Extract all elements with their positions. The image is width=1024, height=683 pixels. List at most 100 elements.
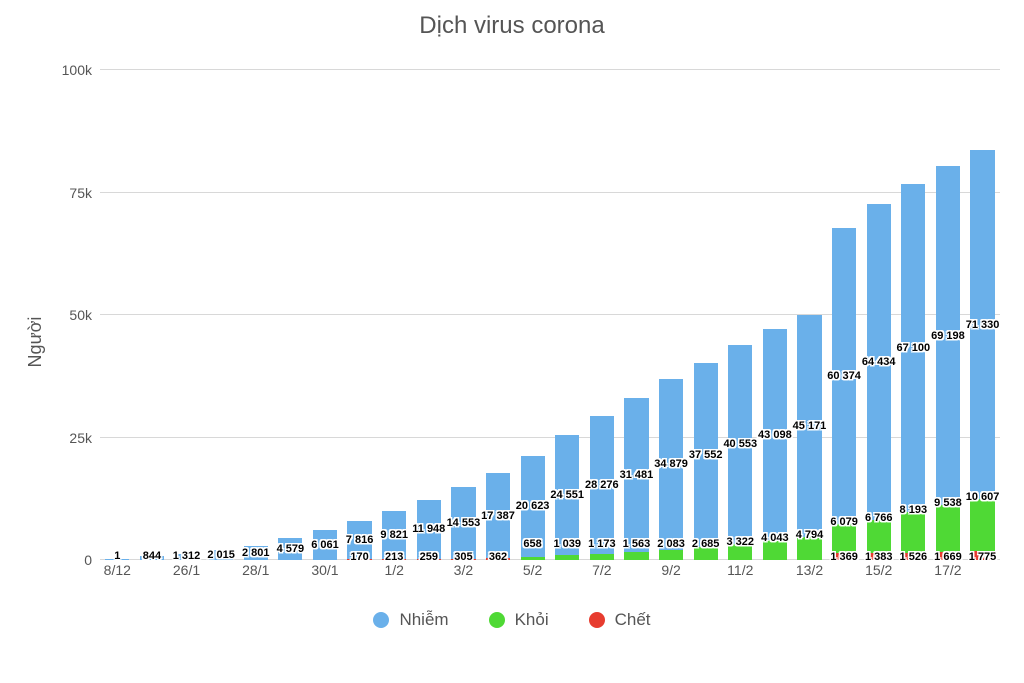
bars-layer: 18441 3122 0152 8014 5796 0617 8161709 8… [100, 70, 1000, 560]
x-tick-label: 26/1 [169, 562, 204, 584]
bar-group: 11 948259 [411, 70, 446, 560]
chart-title: Dịch virus corona [0, 12, 1024, 40]
x-tick-label: 3/2 [446, 562, 481, 584]
bar-seg-recovered [970, 499, 994, 551]
bar-group: 20 623658 [515, 70, 550, 560]
bar-group: 17 387362 [481, 70, 516, 560]
bar-group: 24 5511 039 [550, 70, 585, 560]
bar-seg-infected [694, 363, 718, 547]
bar-group: 71 33010 6071 775 [965, 70, 1000, 560]
bar-seg-dead [970, 551, 994, 560]
legend-item: Chết [589, 610, 651, 630]
bar-group: 14 553305 [446, 70, 481, 560]
legend: Nhiễm Khỏi Chết [0, 610, 1024, 630]
bar-seg-infected [832, 228, 856, 524]
bar-group: 69 1989 5381 669 [931, 70, 966, 560]
legend-item: Khỏi [489, 610, 549, 630]
bar-group: 844 [135, 70, 170, 560]
x-tick-label: 9/2 [654, 562, 689, 584]
bar-seg-infected [936, 166, 960, 505]
bar-seg-recovered [901, 512, 925, 552]
bar-seg-infected [728, 345, 752, 544]
bar-group: 43 0984 043 [758, 70, 793, 560]
bar-seg-infected [451, 487, 475, 558]
bar-seg-infected [278, 538, 302, 560]
x-tick-label [135, 562, 170, 584]
y-axis-label: Người [25, 316, 46, 367]
legend-label: Chết [615, 610, 651, 630]
x-axis: 8/12 26/1 28/1 30/1 1/2 3/2 5/2 7/2 9/2 … [100, 562, 1000, 584]
bar-seg-infected [797, 315, 821, 536]
x-tick-label [965, 562, 1000, 584]
bar-seg-infected [417, 500, 441, 559]
y-tick-label: 50k [50, 307, 92, 323]
bar-seg-dead [417, 559, 441, 560]
bar-group: 2 801 [238, 70, 273, 560]
bar-group: 45 1714 794 [792, 70, 827, 560]
legend-swatch [589, 612, 605, 628]
bar-seg-infected [382, 511, 406, 559]
x-tick-label: 7/2 [585, 562, 620, 584]
legend-item: Nhiễm [373, 610, 448, 630]
x-tick-label: 30/1 [308, 562, 343, 584]
x-tick-label: 11/2 [723, 562, 758, 584]
y-tick-label: 0 [50, 552, 92, 568]
bar-group: 1 [100, 70, 135, 560]
x-tick-label [827, 562, 862, 584]
bar-seg-recovered [624, 552, 648, 560]
bar-seg-dead [382, 559, 406, 560]
bar-seg-infected [209, 550, 233, 560]
bar-group: 67 1008 1931 526 [896, 70, 931, 560]
bar-seg-infected [867, 204, 891, 520]
x-tick-label [411, 562, 446, 584]
bar-seg-infected [521, 456, 545, 557]
bar-seg-recovered [832, 524, 856, 554]
legend-label: Nhiễm [399, 610, 448, 630]
bar-seg-dead [347, 559, 371, 560]
bar-seg-infected [659, 379, 683, 550]
bar-group: 34 8792 083 [654, 70, 689, 560]
x-tick-label [273, 562, 308, 584]
bar-seg-recovered [797, 537, 821, 560]
x-tick-label: 8/12 [100, 562, 135, 584]
x-tick-label: 13/2 [792, 562, 827, 584]
bar-seg-dead [451, 559, 475, 560]
bar-seg-recovered [763, 540, 787, 560]
bar-group: 31 4811 563 [619, 70, 654, 560]
x-tick-label: 17/2 [931, 562, 966, 584]
bar-seg-infected [244, 546, 268, 560]
y-tick-label: 75k [50, 185, 92, 201]
bar-seg-infected [174, 554, 198, 560]
legend-swatch [489, 612, 505, 628]
x-tick-label [688, 562, 723, 584]
bar-seg-infected [590, 416, 614, 555]
bar-group: 37 5522 685 [688, 70, 723, 560]
bar-seg-recovered [728, 544, 752, 560]
x-tick-label [204, 562, 239, 584]
bar-seg-recovered [590, 554, 614, 560]
bar-group: 1 312 [169, 70, 204, 560]
x-tick-label: 5/2 [515, 562, 550, 584]
bar-group: 9 821213 [377, 70, 412, 560]
bar-seg-dead [832, 553, 856, 560]
bar-seg-dead [936, 552, 960, 560]
bar-group: 2 015 [204, 70, 239, 560]
x-tick-label: 15/2 [861, 562, 896, 584]
legend-label: Khỏi [515, 610, 549, 630]
bar-seg-recovered [521, 557, 545, 560]
bar-seg-recovered [555, 555, 579, 560]
bar-group: 64 4346 7661 383 [861, 70, 896, 560]
plot-area: 025k50k75k100k18441 3122 0152 8014 5796 … [100, 70, 1000, 560]
x-tick-label [619, 562, 654, 584]
x-tick-label [550, 562, 585, 584]
bar-seg-dead [901, 553, 925, 560]
bar-seg-recovered [867, 520, 891, 553]
y-tick-label: 100k [50, 62, 92, 78]
bar-seg-infected [901, 184, 925, 513]
bar-group: 4 579 [273, 70, 308, 560]
bar-seg-infected [105, 559, 129, 560]
bar-seg-infected [555, 435, 579, 555]
bar-seg-infected [763, 329, 787, 540]
bar-seg-recovered [694, 547, 718, 560]
bar-seg-infected [140, 556, 164, 560]
